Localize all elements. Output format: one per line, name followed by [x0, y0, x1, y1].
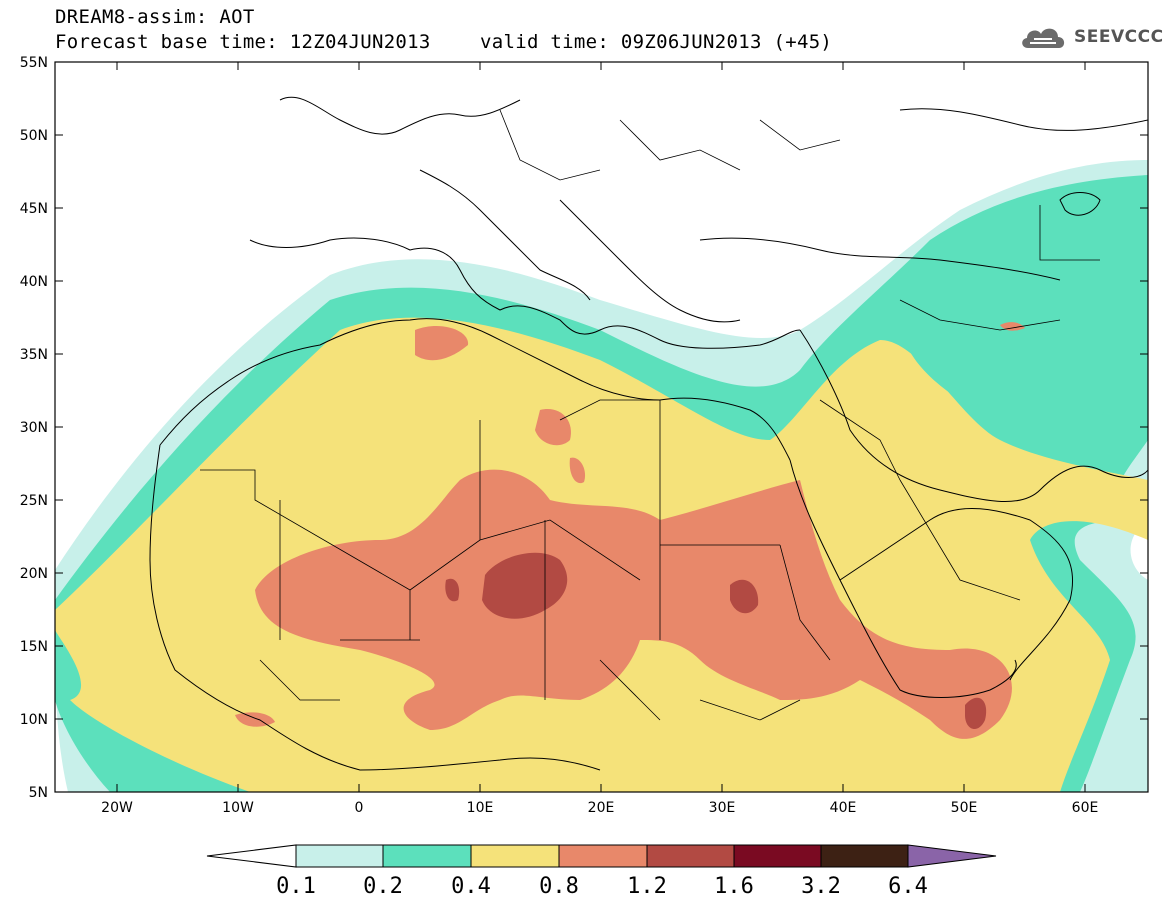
- colorbar-label-6.4: 6.4: [888, 874, 928, 899]
- aot-band-0.8-sahel: [255, 469, 1012, 739]
- lat-label-35n: 35N: [20, 347, 48, 363]
- colorbar-box-3: [470, 844, 560, 868]
- lon-label-10e: 10E: [467, 800, 494, 816]
- aot-core-niger: [445, 578, 460, 602]
- lat-label-45n: 45N: [20, 201, 48, 217]
- lon-label-20e: 20E: [588, 800, 615, 816]
- lat-label-50n: 50N: [20, 128, 48, 144]
- aot-patch-iran: [900, 297, 1115, 423]
- aot-core-somalia: [965, 697, 987, 730]
- lon-label-60e: 60E: [1072, 800, 1099, 816]
- lat-label-40n: 40N: [20, 274, 48, 290]
- longitude-labels: 20W 10W 0 10E 20E 30E 40E 50E 60E: [101, 800, 1098, 816]
- colorbar-box-2: [382, 844, 472, 868]
- aot-patch-tunisia: [415, 325, 469, 361]
- colorbar-low-arrow: [206, 844, 297, 868]
- lon-label-50e: 50E: [951, 800, 978, 816]
- cloud-logo-icon: [1022, 28, 1065, 48]
- coastlines: [149, 96, 1148, 771]
- latitude-labels: 55N 50N 45N 40N 35N 30N 25N 20N 15N 10N …: [20, 55, 48, 801]
- lon-label-20w: 20W: [101, 800, 133, 816]
- colorbar-box-4: [558, 844, 648, 868]
- colorbar-label-1.6: 1.6: [714, 874, 754, 899]
- lat-label-10n: 10N: [20, 712, 48, 728]
- colorbar-labels: 0.1 0.2 0.4 0.8 1.2 1.6 3.2 6.4: [276, 874, 928, 899]
- lat-label-20n: 20N: [20, 566, 48, 582]
- colorbar: [206, 844, 997, 868]
- latitude-ticks: [55, 61, 1148, 793]
- colorbar-label-3.2: 3.2: [801, 874, 841, 899]
- colorbar-box-7: [820, 844, 909, 868]
- colorbar-label-0.8: 0.8: [539, 874, 579, 899]
- logo-text: SEEVCCC: [1074, 27, 1164, 47]
- valid-time: valid time: 09Z06JUN2013 (+45): [480, 31, 833, 53]
- colorbar-box-5: [646, 844, 735, 868]
- colorbar-high-arrow: [907, 844, 997, 868]
- aot-core-sudan: [730, 579, 759, 614]
- country-borders: [200, 109, 1100, 721]
- lon-label-10w: 10W: [222, 800, 254, 816]
- lon-label-30e: 30E: [709, 800, 736, 816]
- colorbar-label-0.2: 0.2: [363, 874, 403, 899]
- colorbar-label-1.2: 1.2: [627, 874, 667, 899]
- colorbar-label-0.1: 0.1: [276, 874, 316, 899]
- lat-label-30n: 30N: [20, 420, 48, 436]
- lat-label-15n: 15N: [20, 639, 48, 655]
- map-title: DREAM8-assim: AOT: [55, 6, 255, 28]
- aot-patch-libya: [535, 409, 571, 446]
- colorbar-box-1: [295, 844, 384, 868]
- seevccc-logo: SEEVCCC: [1018, 22, 1164, 52]
- lat-label-25n: 25N: [20, 493, 48, 509]
- aot-core-chad: [482, 552, 568, 619]
- lon-label-40e: 40E: [830, 800, 857, 816]
- map-plot-area: [55, 62, 1148, 792]
- lat-label-5n: 5N: [29, 785, 48, 801]
- longitude-ticks: [116, 62, 1086, 792]
- aot-patch-libya-2: [569, 457, 586, 484]
- colorbar-box-6: [733, 844, 822, 868]
- colorbar-label-0.4: 0.4: [451, 874, 491, 899]
- lat-label-55n: 55N: [20, 55, 48, 71]
- lon-label-0: 0: [355, 800, 364, 816]
- forecast-base-time: Forecast base time: 12Z04JUN2013: [55, 31, 431, 53]
